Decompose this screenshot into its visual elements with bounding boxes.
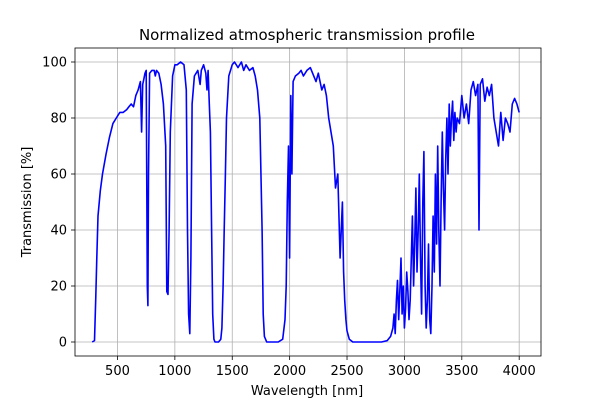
y-tick-label: 80 — [50, 112, 67, 127]
y-tick-label: 60 — [50, 168, 67, 183]
x-tick-label: 1000 — [158, 364, 191, 379]
x-axis-label: Wavelength [nm] — [251, 384, 363, 399]
x-tick-label: 500 — [105, 364, 130, 379]
x-tick-label: 1500 — [216, 364, 249, 379]
y-tick-label: 20 — [50, 280, 67, 295]
x-tick-label: 2500 — [330, 364, 363, 379]
x-tick-label: 3000 — [388, 364, 421, 379]
transmission-series-line — [91, 61, 520, 343]
x-tick-label: 3500 — [445, 364, 478, 379]
x-tick-label: 4000 — [503, 364, 536, 379]
chart-title: Normalized atmospheric transmission prof… — [139, 26, 475, 44]
y-axis: 0 20 40 60 80 100 — [42, 56, 75, 351]
x-axis: 500 1000 1500 2000 2500 3000 3500 4000 — [105, 356, 536, 379]
y-tick-label: 100 — [42, 56, 67, 71]
plot-frame — [74, 47, 542, 357]
y-tick-label: 0 — [59, 336, 67, 351]
y-tick-label: 40 — [50, 224, 67, 239]
plot-area — [91, 61, 520, 343]
y-axis-label: Transmission [%] — [20, 147, 35, 259]
x-tick-label: 2000 — [273, 364, 306, 379]
